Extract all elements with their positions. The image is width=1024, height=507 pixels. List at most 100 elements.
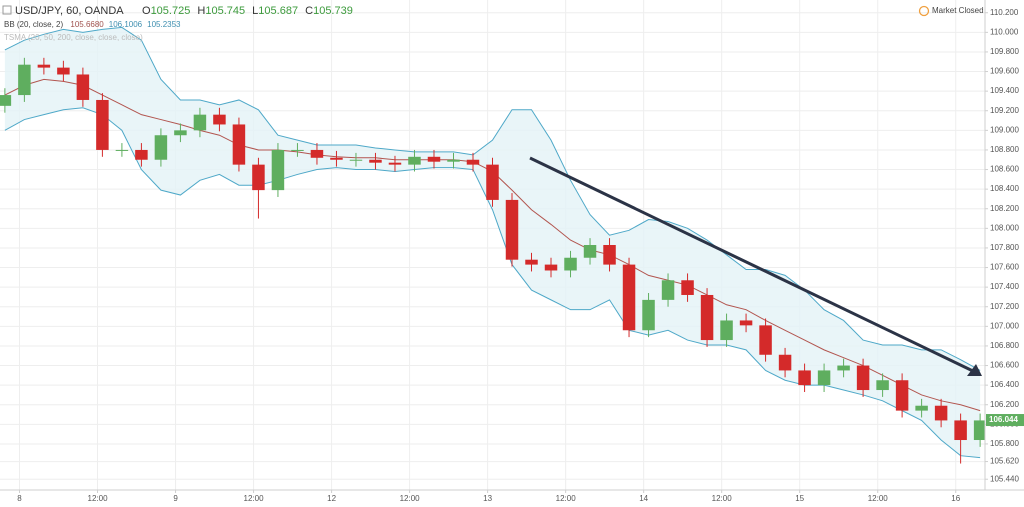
y-tick-label: 106.400 (990, 380, 1019, 389)
y-tick-label: 107.600 (990, 263, 1019, 272)
candle-body (486, 164, 499, 200)
candle-body (427, 156, 441, 162)
candle-body (837, 365, 850, 371)
candle-body (291, 149, 304, 151)
collapse-icon[interactable] (2, 5, 12, 15)
candle-body (954, 420, 967, 441)
candle-body (739, 320, 753, 326)
candle-body (525, 259, 538, 265)
y-tick-label: 107.000 (990, 321, 1019, 330)
y-tick-label: 108.000 (990, 223, 1019, 232)
candle-body (408, 156, 421, 165)
last-price-label: 106.044 (989, 415, 1018, 424)
x-tick-label: 16 (951, 494, 960, 503)
y-tick-label: 106.200 (990, 400, 1019, 409)
indicator-value: 106.1006 (109, 20, 143, 29)
indicator-value: 105.6680 (70, 20, 104, 29)
candle-body (798, 370, 811, 386)
candle-body (603, 245, 616, 265)
candle-body (271, 149, 285, 191)
y-tick-label: 106.600 (990, 361, 1019, 370)
ohlc-readout: O105.725 H105.745 L105.687 C105.739 (142, 5, 353, 17)
indicator-name: BB (20, close, 2) (4, 20, 63, 29)
candle-body (778, 354, 792, 371)
ohlc-key: H (197, 5, 205, 17)
candle-body (96, 99, 109, 150)
price-axis-bg (985, 0, 1024, 490)
ohlc-value: 105.725 (151, 5, 191, 17)
band-line (4, 107, 981, 459)
candle-body (447, 159, 460, 162)
candle-body (661, 280, 675, 300)
candle-body (642, 299, 655, 331)
candle-body (0, 95, 12, 106)
candle-body (466, 159, 480, 165)
y-tick-label: 110.200 (990, 8, 1019, 17)
candle-body (583, 245, 597, 258)
y-tick-label: 110.000 (990, 27, 1019, 36)
x-tick-label: 12:00 (88, 494, 109, 503)
grid (0, 0, 985, 490)
y-tick-label: 109.000 (990, 125, 1019, 134)
ohlc-value: 105.745 (205, 5, 245, 17)
y-tick-label: 108.800 (990, 145, 1019, 154)
x-tick-label: 12 (327, 494, 336, 503)
x-tick-label: 14 (639, 494, 648, 503)
band-line (4, 26, 981, 371)
candle-body (18, 64, 31, 96)
market-status: Market Closed (932, 6, 984, 15)
status-icon (918, 5, 930, 17)
y-tick-label: 107.400 (990, 282, 1019, 291)
x-tick-label: 15 (795, 494, 804, 503)
x-tick-label: 13 (483, 494, 492, 503)
candle-body (369, 159, 382, 163)
y-tick-label: 109.800 (990, 47, 1019, 56)
x-tick-label: 12:00 (400, 494, 421, 503)
candle-body (37, 64, 51, 68)
y-tick-label: 108.600 (990, 165, 1019, 174)
ohlc-value: 105.739 (313, 5, 353, 17)
candle-body (915, 405, 928, 411)
candle-body (349, 159, 363, 161)
y-tick-label: 108.400 (990, 184, 1019, 193)
candle-body (622, 264, 636, 331)
candle-body (817, 370, 831, 386)
candle-body (681, 280, 694, 295)
y-tick-label: 105.440 (990, 474, 1019, 483)
last-price-tag (986, 414, 1024, 427)
candle-body (564, 257, 577, 271)
candle-body (720, 320, 733, 341)
y-tick-label: 105.620 (990, 457, 1019, 466)
time-axis-bg (0, 490, 1024, 507)
trend-arrow (529, 156, 976, 374)
ohlc-key: L (252, 5, 258, 17)
x-tick-label: 12:00 (712, 494, 733, 503)
indicator-tsma: TSMA (20, 50, 200, close, close, close) (4, 33, 143, 42)
candle-body (934, 405, 948, 421)
candle-body (505, 199, 519, 260)
y-tick-label: 107.200 (990, 302, 1019, 311)
candle-body (174, 130, 187, 136)
ohlc-key: C (305, 5, 313, 17)
candle-body (154, 135, 168, 160)
y-tick-label: 109.200 (990, 106, 1019, 115)
candle-body (700, 294, 714, 341)
candle-body (213, 114, 226, 125)
candle-body (115, 149, 129, 151)
y-tick-label: 109.400 (990, 86, 1019, 95)
candle-body (876, 380, 889, 391)
candle-body (330, 157, 343, 160)
x-tick-label: 12:00 (556, 494, 577, 503)
indicator-bb: BB (20, close, 2) 105.6680 106.1006 105.23… (4, 20, 181, 29)
candle-body (193, 114, 207, 131)
candle-body (544, 264, 558, 271)
y-tick-label: 105.800 (990, 439, 1019, 448)
trend-arrow-head (967, 364, 982, 376)
candle-body (895, 380, 909, 411)
plot-area (0, 26, 987, 464)
candle-body (310, 149, 324, 158)
y-tick-label: 107.800 (990, 243, 1019, 252)
ohlc-value: 105.687 (258, 5, 298, 17)
candle-body (252, 164, 265, 191)
